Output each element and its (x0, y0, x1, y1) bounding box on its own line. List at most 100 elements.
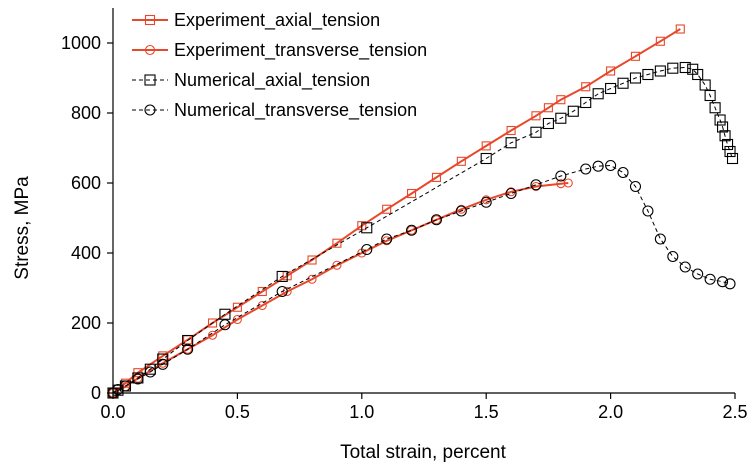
data-point (617, 77, 629, 89)
data-point (207, 318, 218, 328)
data-point (563, 178, 573, 188)
data-point (505, 137, 517, 149)
data-point (642, 205, 654, 217)
data-point (692, 268, 704, 280)
data-point (724, 278, 736, 290)
data-point (642, 68, 654, 81)
data-point (431, 172, 441, 182)
data-point (505, 187, 517, 200)
data-point (207, 330, 218, 340)
data-point (456, 204, 466, 214)
y-tick-label: 400 (71, 243, 101, 263)
data-point (724, 145, 736, 158)
y-tick-label: 0 (91, 383, 101, 403)
data-point (257, 286, 267, 297)
series-line (112, 182, 569, 394)
data-point (542, 117, 554, 130)
y-tick-label: 600 (71, 173, 101, 193)
data-point (530, 126, 542, 138)
data-point (481, 141, 491, 151)
data-point (361, 222, 373, 234)
data-point (717, 121, 729, 133)
data-point (567, 105, 579, 117)
data-point (543, 103, 553, 113)
data-point (361, 243, 373, 256)
data-point (580, 96, 592, 109)
data-point (144, 363, 156, 375)
data-point (704, 89, 716, 102)
data-point (531, 181, 541, 192)
data-point (119, 380, 131, 392)
legend-marker (144, 104, 156, 116)
data-point (699, 79, 711, 91)
data-point (406, 224, 418, 236)
data-point (704, 273, 716, 285)
legend-item-1: Experiment_transverse_tension (132, 40, 427, 61)
data-point (455, 205, 467, 217)
data-point (655, 36, 665, 46)
axes: 0.0 0.5 1.0 1.5 2.0 2.5 0 200 400 600 800 1000 (61, 8, 748, 422)
data-point (276, 270, 288, 283)
x-tick-label: 1.5 (474, 402, 499, 422)
series-3 (107, 159, 736, 399)
data-point (606, 66, 616, 76)
data-point (629, 180, 642, 193)
series-line (112, 164, 731, 394)
data-point (721, 138, 734, 151)
data-point (182, 343, 194, 355)
data-point (667, 250, 679, 263)
data-point (654, 233, 666, 245)
data-point (654, 65, 666, 77)
legend-marker (144, 14, 156, 26)
legend-label: Numerical_axial_tension (174, 70, 370, 91)
data-point (709, 102, 721, 114)
data-point (506, 125, 516, 136)
data-point (555, 170, 567, 182)
legend-marker (144, 74, 156, 86)
data-point (714, 114, 726, 126)
data-point (332, 260, 342, 270)
data-point (592, 160, 604, 172)
data-point (430, 214, 442, 226)
data-point (431, 215, 441, 225)
data-point (307, 255, 317, 265)
data-point (456, 156, 466, 166)
data-point (157, 358, 169, 370)
y-tick-label: 800 (71, 103, 101, 123)
data-point (144, 366, 156, 378)
data-point (580, 163, 592, 175)
data-point (605, 82, 617, 95)
legend-item-2: Numerical_axial_tension (132, 70, 370, 91)
legend-marker (144, 44, 156, 56)
data-point (629, 72, 642, 84)
plot-area (107, 24, 739, 399)
data-point (276, 285, 288, 298)
x-tick-label: 2.0 (598, 402, 623, 422)
data-point (675, 24, 685, 34)
data-point (630, 51, 641, 61)
data-point (480, 152, 492, 165)
data-point (382, 204, 392, 214)
legend-item-0: Experiment_axial_tension (132, 10, 380, 31)
data-point (679, 61, 691, 74)
data-point (605, 159, 617, 172)
legend-label: Numerical_transverse_tension (174, 100, 417, 121)
data-point (581, 82, 591, 92)
data-point (480, 196, 492, 208)
legend-label: Experiment_transverse_tension (174, 40, 427, 61)
data-point (219, 319, 231, 331)
data-point (555, 112, 567, 124)
data-point (592, 88, 604, 100)
data-point (617, 166, 629, 179)
data-point (232, 302, 242, 312)
data-point (407, 188, 417, 199)
legend-label: Experiment_axial_tension (174, 10, 380, 31)
y-tick-label: 1000 (61, 33, 101, 53)
data-point (530, 179, 542, 191)
data-point (717, 276, 729, 288)
x-tick-label: 2.5 (722, 402, 747, 422)
data-point (132, 373, 144, 385)
data-point (679, 261, 691, 273)
data-point (726, 152, 739, 165)
